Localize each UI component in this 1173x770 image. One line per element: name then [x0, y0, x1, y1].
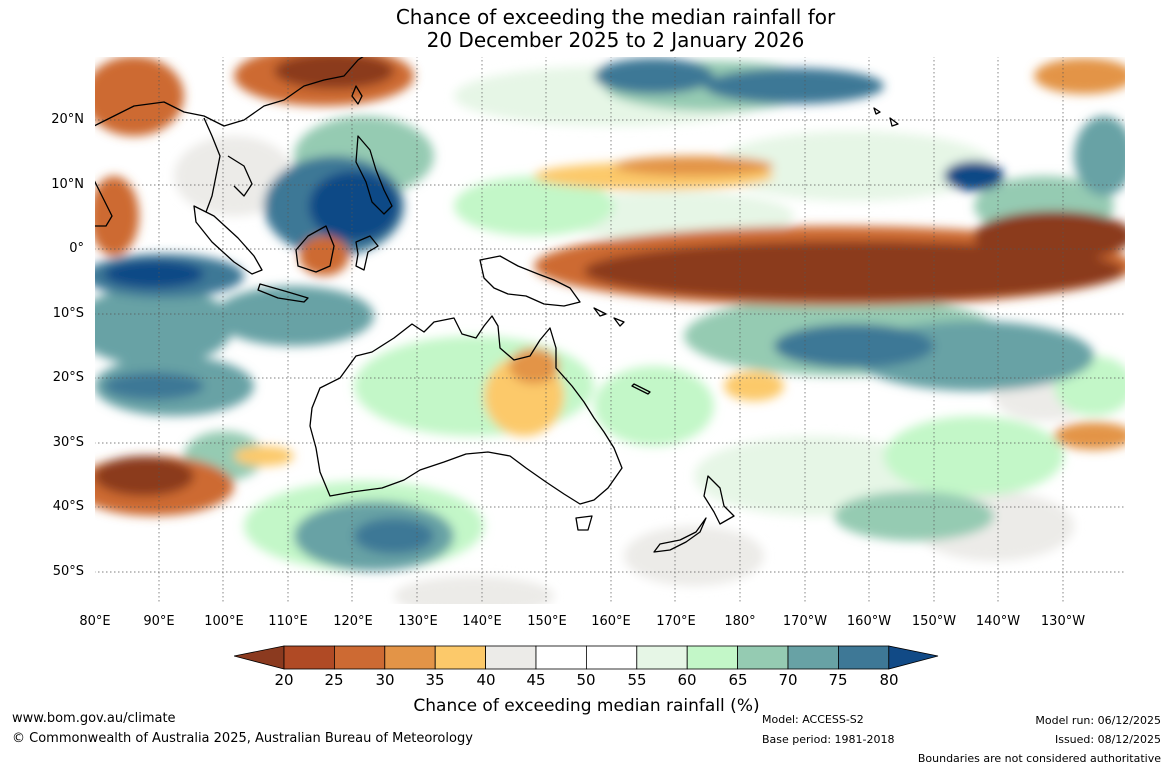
sulawesi-coastline [355, 235, 379, 271]
colorbar-segment-30-35 [384, 645, 436, 670]
probability-field [94, 56, 1126, 605]
map-frame-border [94, 56, 1126, 605]
colorbar-tick-35: 35 [425, 671, 445, 689]
lon-label-130e: 130°E [398, 614, 438, 629]
lon-label-140w: 140°W [975, 614, 1021, 629]
colorbar-tick-25: 25 [324, 671, 344, 689]
colorbar-segment-25-30 [334, 645, 386, 670]
lat-label-20s: 20°S [52, 370, 84, 385]
model-name: Model: ACCESS-S2 [762, 713, 864, 726]
sumatra-coastline [193, 205, 263, 275]
colorbar-segment-20-25 [283, 645, 335, 670]
colorbar-tick-45: 45 [526, 671, 546, 689]
solomon-islands [593, 307, 625, 327]
new-caledonia [631, 383, 651, 395]
colorbar-title: Chance of exceeding median rainfall (%) [413, 696, 760, 716]
borneo-coastline [295, 225, 335, 273]
rainfall-map [94, 56, 1126, 605]
rainfall-map-svg [94, 56, 1126, 605]
model-run-date: Model run: 06/12/2025 [1035, 714, 1161, 727]
lat-label-20n: 20°N [51, 112, 84, 127]
lon-label-180: 180° [724, 614, 756, 629]
colorbar-tick-55: 55 [627, 671, 647, 689]
java-coastline [257, 283, 309, 303]
lon-label-80e: 80°E [79, 614, 111, 629]
australia-coastline [309, 315, 623, 505]
lon-label-160e: 160°E [591, 614, 631, 629]
lat-label-30s: 30°S [52, 435, 84, 450]
lon-label-140e: 140°E [462, 614, 502, 629]
source-url[interactable]: www.bom.gov.au/climate [12, 711, 176, 726]
colorbar-segment-60-65 [686, 645, 739, 670]
graticule [94, 56, 1126, 605]
colorbar-segment-75-80 [838, 645, 890, 670]
lon-label-130w: 130°W [1040, 614, 1086, 629]
new-guinea-coastline [479, 255, 581, 307]
philippines-coastline [355, 135, 393, 215]
colorbar-lower-extension [234, 645, 285, 670]
lat-label-10n: 10°N [51, 177, 84, 192]
colorbar-tick-60: 60 [677, 671, 697, 689]
coastlines [94, 56, 899, 553]
colorbar-segment-45-50 [535, 645, 587, 670]
lon-label-150w: 150°W [911, 614, 957, 629]
colorbar-tick-80: 80 [879, 671, 899, 689]
colorbar-upper-extension [888, 645, 939, 670]
lon-label-110e: 110°E [268, 614, 308, 629]
colorbar-tick-40: 40 [476, 671, 496, 689]
colorbar-tick-30: 30 [375, 671, 395, 689]
colorbar-tick-50: 50 [576, 671, 596, 689]
base-period: Base period: 1981-2018 [762, 733, 895, 746]
hawaii-islands [873, 107, 899, 127]
india-coastline [94, 179, 113, 227]
issued-date: Issued: 08/12/2025 [1054, 733, 1161, 746]
lon-label-170e: 170°E [656, 614, 696, 629]
colorbar-segment-40-45 [485, 645, 537, 670]
colorbar-tick-70: 70 [778, 671, 798, 689]
colorbar-segment-50-55 [585, 645, 638, 670]
tasmania-coastline [575, 515, 593, 531]
lat-label-equator: 0° [69, 241, 84, 256]
colorbar [234, 645, 939, 670]
chart-title-line-2: 20 December 2025 to 2 January 2026 [426, 28, 805, 52]
new-zealand-north-island [703, 475, 735, 525]
lon-label-100e: 100°E [204, 614, 244, 629]
colorbar-segment-35-40 [434, 645, 486, 670]
chart-title-line-1: Chance of exceeding the median rainfall … [395, 5, 836, 29]
colorbar-segment-70-75 [787, 645, 839, 670]
lon-label-160w: 160°W [846, 614, 892, 629]
southeast-asia-coastline [94, 56, 365, 213]
lon-label-170w: 170°W [782, 614, 828, 629]
lat-label-50s: 50°S [52, 564, 84, 579]
lat-label-10s: 10°S [52, 306, 84, 321]
lon-label-150e: 150°E [527, 614, 567, 629]
colorbar-tick-20: 20 [274, 671, 294, 689]
boundary-disclaimer: Boundaries are not considered authoritat… [917, 752, 1161, 765]
taiwan-coastline [351, 85, 363, 105]
colorbar-tick-75: 75 [828, 671, 848, 689]
colorbar-tick-65: 65 [728, 671, 748, 689]
lat-label-40s: 40°S [52, 499, 84, 514]
copyright-notice: © Commonwealth of Australia 2025, Austra… [12, 731, 473, 746]
colorbar-segment-65-70 [737, 645, 789, 670]
lon-label-90e: 90°E [143, 614, 175, 629]
new-zealand-south-island [653, 517, 707, 553]
lon-label-120e: 120°E [333, 614, 373, 629]
colorbar-segment-55-60 [636, 645, 688, 670]
